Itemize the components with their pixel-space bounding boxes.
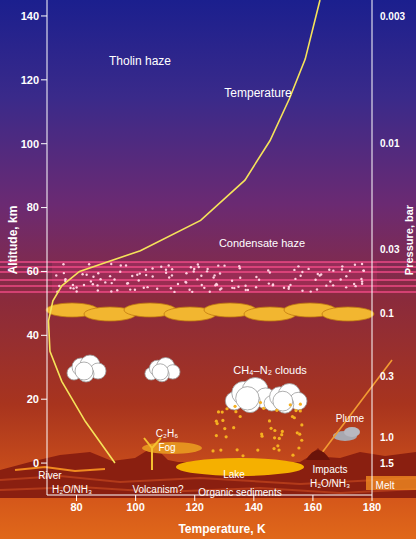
svg-text:Lake: Lake bbox=[223, 469, 245, 480]
svg-text:1.5: 1.5 bbox=[380, 458, 394, 469]
svg-text:0.03: 0.03 bbox=[380, 244, 400, 255]
svg-text:Organic sediments: Organic sediments bbox=[198, 487, 281, 498]
svg-text:Fog: Fog bbox=[158, 442, 175, 453]
svg-text:Melt: Melt bbox=[376, 480, 395, 491]
svg-text:120: 120 bbox=[21, 74, 39, 86]
svg-text:0.003: 0.003 bbox=[380, 11, 405, 22]
svg-text:0: 0 bbox=[33, 457, 39, 469]
svg-text:80: 80 bbox=[27, 201, 39, 213]
svg-text:0.1: 0.1 bbox=[380, 308, 394, 319]
svg-text:Volcanism?: Volcanism? bbox=[132, 484, 184, 495]
svg-text:180: 180 bbox=[363, 501, 381, 513]
svg-text:120: 120 bbox=[186, 501, 204, 513]
svg-text:Impacts: Impacts bbox=[312, 464, 347, 475]
svg-text:0.3: 0.3 bbox=[380, 371, 394, 382]
svg-text:Condensate haze: Condensate haze bbox=[219, 237, 305, 249]
svg-text:140: 140 bbox=[21, 10, 39, 22]
svg-text:20: 20 bbox=[27, 393, 39, 405]
svg-text:C₂H₆: C₂H₆ bbox=[156, 428, 178, 439]
svg-text:0.01: 0.01 bbox=[380, 138, 400, 149]
svg-text:140: 140 bbox=[245, 501, 263, 513]
svg-text:Plume: Plume bbox=[336, 413, 365, 424]
svg-text:Pressure, bar: Pressure, bar bbox=[403, 204, 408, 275]
svg-text:40: 40 bbox=[27, 329, 39, 341]
svg-text:River: River bbox=[38, 470, 62, 481]
svg-text:100: 100 bbox=[126, 501, 144, 513]
svg-text:Temperature: Temperature bbox=[224, 86, 292, 100]
svg-text:1.0: 1.0 bbox=[380, 432, 394, 443]
svg-text:Altitude, km: Altitude, km bbox=[8, 206, 20, 275]
svg-text:Temperature, K: Temperature, K bbox=[178, 522, 265, 536]
svg-text:CH₄–N₂ clouds: CH₄–N₂ clouds bbox=[233, 364, 307, 376]
svg-text:H₂O/NH₃: H₂O/NH₃ bbox=[52, 484, 92, 495]
svg-text:160: 160 bbox=[304, 501, 322, 513]
svg-text:H₂O/NH₃: H₂O/NH₃ bbox=[310, 478, 350, 489]
svg-text:60: 60 bbox=[27, 265, 39, 277]
svg-text:100: 100 bbox=[21, 138, 39, 150]
svg-text:Tholin haze: Tholin haze bbox=[109, 54, 171, 68]
svg-text:80: 80 bbox=[70, 501, 82, 513]
